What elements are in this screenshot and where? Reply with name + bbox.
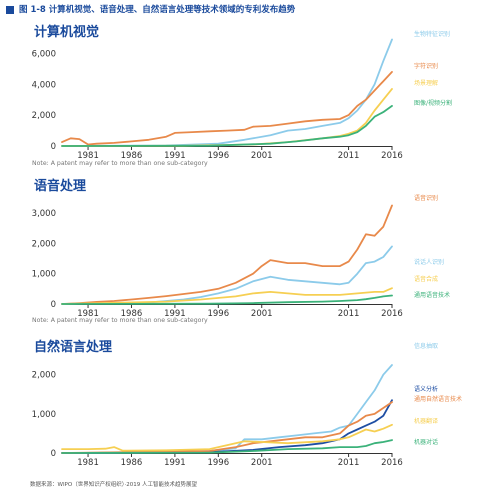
chart-title: 语音处理 bbox=[34, 178, 86, 194]
y-tick-label: 4,000 bbox=[32, 80, 56, 90]
series-line-2 bbox=[61, 71, 393, 146]
x-tick-label: 2011 bbox=[338, 151, 360, 161]
y-tick-label: 2,000 bbox=[32, 371, 56, 381]
y-tick-label: 2,000 bbox=[32, 239, 56, 249]
legend-label-4: 图像/视频分割 bbox=[414, 99, 452, 107]
chart-panel-2: 语音处理 0 1,000 2,000 3,000 1981 1986 1991 1996 2001… bbox=[32, 178, 450, 324]
x-tick-label: 1986 bbox=[121, 458, 143, 468]
x-tick-label: 2011 bbox=[338, 309, 360, 319]
series-line-1 bbox=[61, 204, 393, 305]
x-tick-label: 2001 bbox=[251, 151, 273, 161]
chart-note: Note: A patent may refer to more than on… bbox=[32, 160, 208, 167]
legend-label-2: 语义分析 bbox=[414, 385, 438, 393]
series-line-5 bbox=[61, 439, 393, 454]
series-line-3 bbox=[61, 401, 393, 454]
x-tick-label: 1996 bbox=[207, 309, 229, 319]
x-tick-label: 1981 bbox=[77, 309, 99, 319]
x-tick-label: 2016 bbox=[381, 458, 403, 468]
title-marker bbox=[6, 6, 14, 14]
x-tick-label: 1996 bbox=[207, 151, 229, 161]
legend-label-2: 字符识别 bbox=[414, 62, 438, 70]
y-tick-label: 2,000 bbox=[32, 111, 56, 121]
y-tick-label: 1,000 bbox=[32, 410, 56, 420]
y-tick-label: 1,000 bbox=[32, 270, 56, 280]
y-tick-label: 6,000 bbox=[32, 49, 56, 59]
x-tick-label: 2001 bbox=[251, 458, 273, 468]
series-line-2 bbox=[61, 245, 393, 305]
y-tick-label: 0 bbox=[51, 449, 56, 459]
x-tick-label: 2016 bbox=[381, 309, 403, 319]
legend-label-4: 通用语音技术 bbox=[414, 291, 450, 299]
x-tick-label: 1991 bbox=[164, 458, 186, 468]
legend-label-4: 机器翻译 bbox=[414, 417, 438, 425]
legend-label-3: 场景理解 bbox=[414, 79, 438, 87]
chart-note: Note: A patent may refer to more than on… bbox=[32, 317, 208, 324]
series-line-4 bbox=[61, 294, 393, 305]
series-line-1 bbox=[61, 38, 393, 147]
legend-label-2: 说话人识别 bbox=[414, 258, 444, 266]
chart-panel-1: 计算机视觉 0 2,000 4,000 6,000 1981 1986 1991 1996 200… bbox=[32, 24, 452, 167]
x-tick-label: 1981 bbox=[77, 458, 99, 468]
legend-label-3: 语音合成 bbox=[414, 275, 438, 283]
y-tick-label: 0 bbox=[51, 142, 56, 152]
series-line-4 bbox=[61, 105, 393, 147]
legend-label-1: 生物特征识别 bbox=[414, 30, 450, 38]
x-tick-label: 1986 bbox=[121, 151, 143, 161]
x-tick-label: 1991 bbox=[164, 151, 186, 161]
x-tick-label: 1981 bbox=[77, 151, 99, 161]
chart-panel-3: 自然语言处理 0 1,000 2,000 1981 1986 1991 1996 2001 201… bbox=[32, 339, 462, 468]
x-tick-label: 2011 bbox=[338, 458, 360, 468]
legend-label-1: 语音识别 bbox=[414, 194, 438, 202]
y-tick-label: 0 bbox=[51, 300, 56, 310]
series-line-3 bbox=[61, 287, 393, 305]
legend-label-1: 信息抽取 bbox=[414, 342, 438, 350]
x-tick-label: 1986 bbox=[121, 309, 143, 319]
y-tick-label: 3,000 bbox=[32, 209, 56, 219]
series-line-4 bbox=[61, 423, 393, 452]
figure-header: 图 1-8 计算机视觉、语音处理、自然语言处理等技术领域的专利发布趋势 bbox=[6, 4, 494, 20]
charts-canvas: 计算机视觉 0 2,000 4,000 6,000 1981 1986 1991 1996 200… bbox=[32, 24, 462, 468]
figure-title: 图 1-8 计算机视觉、语音处理、自然语言处理等技术领域的专利发布趋势 bbox=[19, 5, 296, 15]
legend-label-3: 通用自然语言技术 bbox=[414, 395, 462, 403]
x-tick-label: 1996 bbox=[207, 458, 229, 468]
chart-title: 计算机视觉 bbox=[34, 24, 99, 40]
chart-title: 自然语言处理 bbox=[34, 339, 112, 355]
series-line-1 bbox=[61, 364, 393, 454]
source-footer: 数据来源：WIPO（世界知识产权组织）·2019 人工智能技术趋势展望 bbox=[30, 482, 197, 488]
x-tick-label: 2016 bbox=[381, 151, 403, 161]
legend-label-5: 机器对话 bbox=[414, 438, 438, 446]
x-tick-label: 1991 bbox=[164, 309, 186, 319]
x-tick-label: 2001 bbox=[251, 309, 273, 319]
